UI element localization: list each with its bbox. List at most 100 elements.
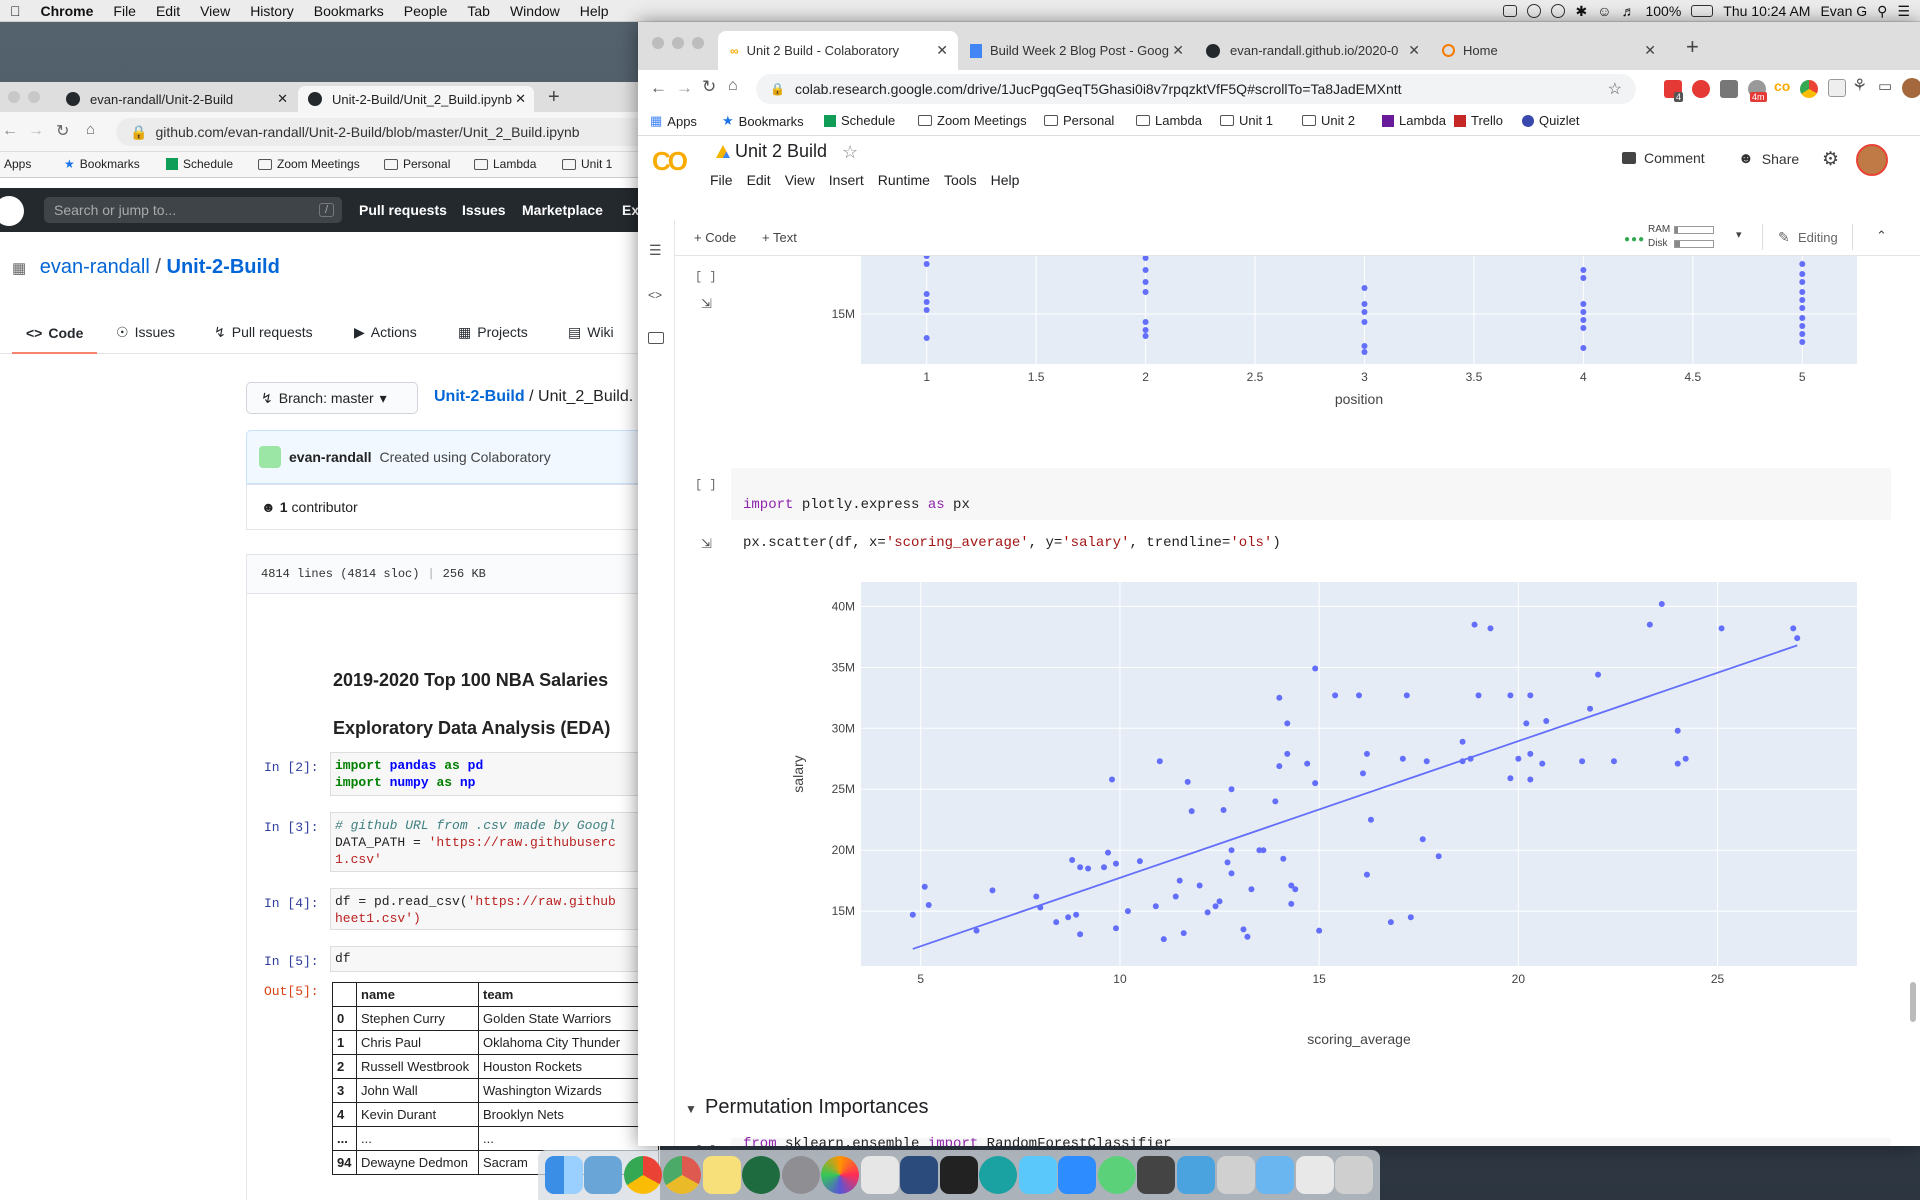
nav-issues[interactable]: Issues [462,202,506,218]
tab-pull-requests[interactable]: ↯ Pull requests [214,324,313,341]
share-button[interactable]: ☻ Share [1738,150,1799,167]
close-tab-icon[interactable]: ✕ [1172,42,1184,58]
bookmark-zoom[interactable]: Zoom Meetings [258,157,360,171]
bookmark-schedule[interactable]: Schedule [824,113,895,128]
disk-meter[interactable] [1674,240,1714,248]
reload-icon[interactable]: ↻ [702,77,717,96]
menubar-view[interactable]: View [189,2,230,19]
zoom-icon[interactable] [1058,1156,1097,1194]
reload-icon[interactable]: ↻ [56,123,70,140]
bookmark-bookmarks[interactable]: ★ Bookmarks [64,157,140,171]
github-logo-icon[interactable] [0,196,24,226]
extension-icon[interactable] [1720,80,1738,98]
close-tab-icon[interactable]: ✕ [1408,42,1420,58]
output-icon[interactable]: ⇲ [701,536,712,551]
trash-icon[interactable] [1335,1156,1374,1194]
tab-projects[interactable]: ▦ Projects [458,324,528,341]
notes-icon[interactable] [702,1156,741,1194]
time-machine-icon[interactable] [1551,4,1566,18]
window-close-button[interactable] [8,91,20,103]
profile-avatar[interactable] [1902,78,1920,98]
bookmark-trello[interactable]: Trello [1454,113,1503,128]
output-icon[interactable]: ⇲ [701,296,712,311]
new-tab-icon[interactable]: + [548,86,560,108]
tab-colab[interactable]: ∞ Unit 2 Build - Colaboratory ✕ [718,31,958,70]
menu-tools[interactable]: Tools [943,172,977,188]
terminal-icon[interactable] [939,1156,978,1194]
battery-icon[interactable] [1691,5,1714,17]
menu-help[interactable]: Help [990,172,1020,188]
app-icon[interactable] [979,1156,1018,1194]
forward-icon[interactable]: → [28,122,44,139]
repo-owner-link[interactable]: evan-randall [39,256,150,278]
github-tab-notebook[interactable]: Unit-2-Build/Unit_2_Build.ipynb ✕ [298,86,534,112]
scrollbar-thumb[interactable] [1910,982,1916,1022]
window-minimize-button[interactable] [672,37,684,49]
menubar-help[interactable]: Help [569,2,609,19]
time-machine-app-icon[interactable] [742,1156,781,1194]
home-icon[interactable]: ⌂ [86,121,96,138]
table-of-contents-icon[interactable]: ☰ [649,242,662,258]
bookmark-schedule[interactable]: Schedule [166,157,233,171]
clock[interactable]: Thu 10:24 AM [1723,3,1811,19]
commit-message[interactable]: Created using Colaboratory [379,449,551,465]
chrome-icon[interactable] [623,1156,662,1194]
bookmark-apps[interactable]: Apps [4,157,31,171]
forward-icon[interactable]: → [676,78,693,97]
bookmark-quizlet[interactable]: Quizlet [1522,113,1579,128]
close-tab-icon[interactable]: ✕ [936,42,948,58]
files-folder-icon[interactable] [648,332,664,344]
textedit-icon[interactable] [860,1156,899,1194]
menubar-people[interactable]: People [393,2,448,19]
cell-run-button[interactable]: [ ] [695,270,717,284]
apple-menu-icon[interactable]:  [0,3,31,19]
photos-icon[interactable] [821,1156,860,1194]
breadcrumb-repo-link[interactable]: Unit-2-Build [434,388,525,405]
finder-icon[interactable] [544,1156,583,1194]
applications-folder-icon[interactable] [1177,1156,1215,1194]
bookmark-unit2[interactable]: Unit 2 [1302,113,1355,128]
menu-view[interactable]: View [784,172,815,188]
bluetooth-icon[interactable]: ✱ [1575,2,1588,19]
menubar-edit[interactable]: Edit [145,2,180,19]
puzzle-icon[interactable]: ⚘ [1852,76,1868,95]
colab-extension-icon[interactable]: co [1774,78,1791,94]
chrome-extension-icon[interactable] [1800,80,1818,98]
tab-actions[interactable]: ▶ Actions [354,324,417,341]
bookmark-star-icon[interactable]: ☆ [1607,81,1622,98]
comment-button[interactable]: Comment [1622,150,1705,166]
nav-pull-requests[interactable]: Pull requests [359,202,447,218]
window-minimize-button[interactable] [28,91,40,103]
bookmark-lambda[interactable]: Lambda [1136,113,1202,128]
cast-icon[interactable]: ▭ [1878,78,1893,95]
screenshot-icon[interactable] [1295,1156,1334,1194]
tab-wiki[interactable]: ▤ Wiki [568,324,614,341]
volume-icon[interactable]: ♬ [1621,3,1636,19]
user-name[interactable]: Evan G [1820,3,1868,19]
menubar-file[interactable]: File [102,2,136,19]
cell-run-button[interactable]: [ ] [695,1144,717,1146]
code-snippets-icon[interactable]: <> [648,288,663,302]
repo-name-link[interactable]: Unit-2-Build [166,256,280,278]
menu-edit[interactable]: Edit [746,172,771,188]
messages-icon[interactable] [1018,1156,1057,1194]
runtime-dropdown-icon[interactable]: ▾ [1736,229,1742,241]
bookmark-unit1[interactable]: Unit 1 [1220,113,1273,128]
menubar-tab[interactable]: Tab [456,2,490,19]
back-icon[interactable]: ← [2,122,18,139]
menubar-window[interactable]: Window [499,2,560,19]
system-preferences-icon[interactable] [781,1156,820,1194]
nav-marketplace[interactable]: Marketplace [522,202,603,218]
adblock-icon[interactable] [1692,80,1710,98]
cell-run-button[interactable]: [ ] [695,478,717,492]
editing-status[interactable]: Editing [1798,230,1838,245]
app-icon[interactable] [1097,1156,1136,1194]
document-icon[interactable] [1216,1156,1255,1194]
bookmark-unit1[interactable]: Unit 1 [562,157,612,171]
extension-icon[interactable] [1828,79,1846,97]
tab-blog-post[interactable]: Build Week 2 Blog Post - Goog ✕ [958,31,1194,70]
settings-gear-icon[interactable]: ⚙ [1822,149,1840,170]
tab-home[interactable]: Home ✕ [1430,31,1666,70]
add-text-button[interactable]: + Text [762,230,797,245]
account-avatar[interactable] [1856,144,1888,176]
